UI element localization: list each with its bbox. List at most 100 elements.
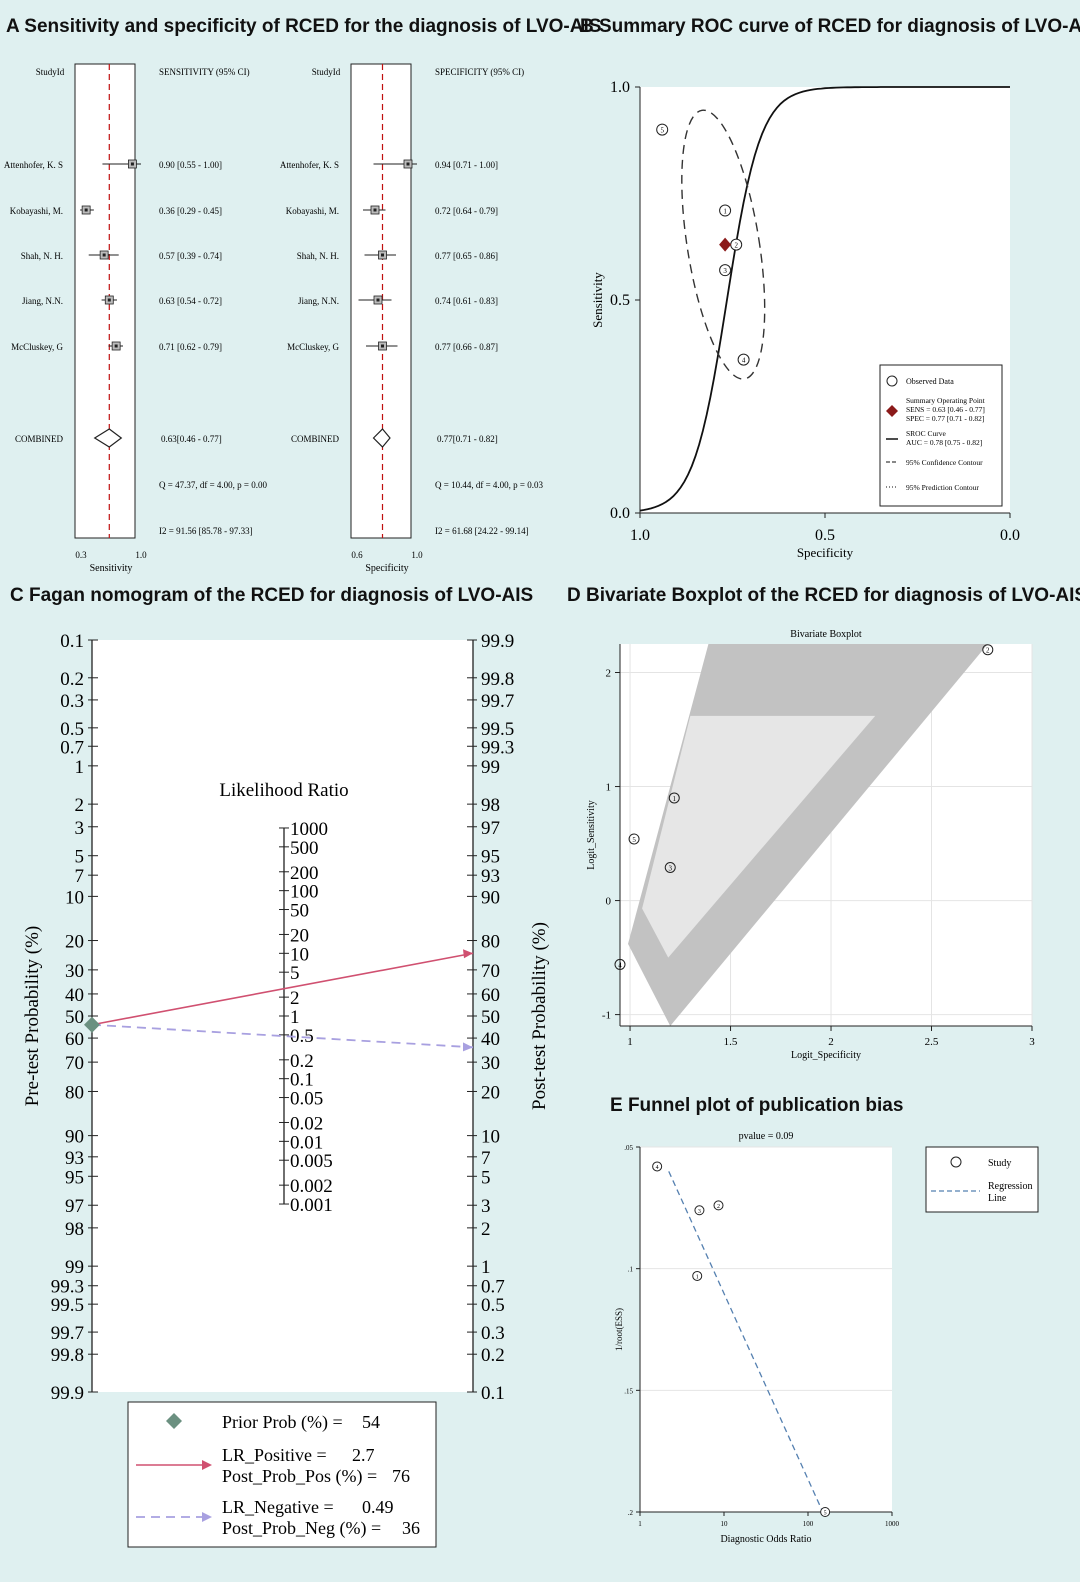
pretest-tick-label: 60: [65, 1029, 84, 1050]
heterogeneity-q: Q = 10.44, df = 4.00, p = 0.03: [435, 480, 543, 490]
legend-lr-positive-value: 2.7: [352, 1445, 375, 1465]
legend-post-prob-pos: Post_Prob_Pos (%) =: [222, 1466, 377, 1487]
y-tick-label: .05: [624, 1144, 633, 1152]
pretest-tick-label: 5: [75, 847, 85, 868]
regression-line: [668, 1171, 824, 1513]
posttest-tick-label: 2: [481, 1219, 491, 1240]
legend-sroc-title: SROC Curve: [906, 429, 946, 438]
posttest-tick-label: 0.2: [481, 1345, 505, 1366]
y-tick-label: 0: [606, 896, 612, 908]
posttest-tick-label: 99.9: [481, 631, 514, 652]
study-point-label: 5: [632, 836, 636, 844]
legend-lr-positive: LR_Positive =: [222, 1445, 327, 1465]
lr-tick-label: 0.05: [290, 1089, 323, 1110]
pretest-tick-label: 3: [75, 818, 85, 839]
lr-tick-label: 1: [290, 1007, 300, 1028]
ci-label: 0.57 [0.39 - 0.74]: [159, 251, 222, 261]
pretest-tick-label: 30: [65, 961, 84, 982]
positive-line: [91, 952, 474, 1026]
study-point: [982, 644, 994, 656]
pretest-tick-label: 90: [65, 1127, 84, 1148]
combined-label: 0.63[0.46 - 0.77]: [161, 434, 222, 444]
legend-study-marker: [950, 1156, 962, 1168]
y-tick-label: 1: [606, 782, 612, 794]
combined-label: 0.77[0.71 - 0.82]: [437, 434, 498, 444]
posttest-axis-label: Post-test Probability (%): [529, 922, 550, 1110]
study-name: Kobayashi, M.: [286, 206, 339, 216]
lr-tick-label: 50: [290, 901, 309, 922]
posttest-tick-label: 0.3: [481, 1323, 505, 1344]
x-tick-label: 1.5: [724, 1036, 738, 1048]
observed-point: [737, 353, 750, 366]
lr-tick-label: 2: [290, 988, 300, 1009]
pretest-tick-label: 50: [65, 1007, 84, 1028]
x-tick-label: 100: [803, 1520, 814, 1528]
ci-label: 0.94 [0.71 - 1.00]: [435, 160, 498, 170]
posttest-tick-label: 99.3: [481, 737, 514, 758]
posttest-tick-label: 90: [481, 887, 500, 908]
legend-lr-negative-value: 0.49: [362, 1497, 394, 1517]
y-tick-label: .15: [624, 1387, 633, 1395]
y-tick-label: .2: [628, 1509, 634, 1517]
pretest-tick-label: 80: [65, 1082, 84, 1103]
point-estimate-center: [84, 208, 88, 212]
ci-label: 0.74 [0.61 - 0.83]: [435, 296, 498, 306]
observed-point-label: 1: [723, 208, 727, 216]
x-tick-label: 1000: [885, 1520, 900, 1528]
study-point: [628, 833, 640, 845]
legend-observed-marker: [886, 375, 898, 387]
lr-tick-label: 0.001: [290, 1195, 333, 1216]
legend-post-prob-pos-value: 76: [392, 1466, 410, 1486]
point-estimate-center: [381, 253, 384, 257]
posttest-tick-label: 7: [481, 1148, 491, 1169]
posttest-tick-label: 70: [481, 961, 500, 982]
posttest-tick-label: 0.5: [481, 1295, 505, 1316]
panel-d-title: D Bivariate Boxplot of the RCED for diag…: [567, 585, 1080, 606]
lr-tick-label: 20: [290, 925, 309, 946]
x-tick-label: 0.6: [351, 550, 363, 560]
sroc-curve: [639, 86, 1010, 512]
study-point-label: 3: [668, 864, 672, 872]
x-axis-label: Sensitivity: [90, 563, 133, 574]
study-column-header: StudyId: [36, 67, 65, 77]
heterogeneity-i2: I2 = 91.56 [85.78 - 97.33]: [159, 526, 253, 536]
study-point-label: 3: [698, 1209, 701, 1215]
bivariate-boxplot: 1 1.5 2 2.5 3 -1 0 1 2 1 2 3 4 5 Bivariate Boxplot Logi…: [586, 629, 1035, 1061]
posttest-tick-label: 30: [481, 1053, 500, 1074]
legend-post-prob-neg-value: 36: [402, 1518, 420, 1538]
pretest-tick-label: 20: [65, 932, 84, 953]
legend-observed: Observed Data: [906, 377, 954, 386]
posttest-tick-label: 50: [481, 1007, 500, 1028]
study-point-label: 1: [696, 1274, 699, 1280]
heterogeneity-i2: I2 = 61.68 [24.22 - 99.14]: [435, 526, 529, 536]
combined-name: COMBINED: [15, 434, 64, 444]
panel-b-title: B Summary ROC curve of RCED for diagnosi…: [580, 16, 1080, 37]
pretest-tick-label: 1: [75, 757, 85, 778]
x-tick-label: 2.5: [925, 1036, 939, 1048]
point-estimate-center: [107, 298, 111, 302]
lr-tick-label: 10: [290, 944, 309, 965]
negative-line: [91, 1023, 474, 1049]
study-point: [694, 1205, 705, 1216]
pretest-tick-label: 97: [65, 1196, 84, 1217]
observed-point-label: 4: [742, 357, 746, 365]
observed-point-label: 5: [660, 127, 664, 135]
study-point: [713, 1200, 724, 1211]
lr-tick-label: 500: [290, 838, 319, 859]
boxplot-title: Bivariate Boxplot: [790, 629, 862, 640]
pretest-tick-label: 99.9: [51, 1383, 84, 1404]
posttest-tick-label: 0.1: [481, 1383, 505, 1404]
x-tick-label: 1: [627, 1036, 633, 1048]
study-point: [614, 958, 626, 970]
legend-box: [879, 364, 1003, 507]
study-point-label: 4: [618, 961, 622, 969]
posttest-tick-label: 99.8: [481, 669, 514, 690]
pretest-tick-label: 99.7: [51, 1323, 84, 1344]
pretest-tick-label: 0.2: [60, 669, 84, 690]
x-axis-label: Specificity: [797, 545, 854, 560]
study-point-label: 5: [824, 1511, 827, 1517]
negative-arrowhead: [463, 1042, 473, 1052]
combined-diamond: [93, 428, 123, 448]
ci-label: 0.71 [0.62 - 0.79]: [159, 342, 222, 352]
x-tick-label: 1.0: [630, 527, 650, 544]
